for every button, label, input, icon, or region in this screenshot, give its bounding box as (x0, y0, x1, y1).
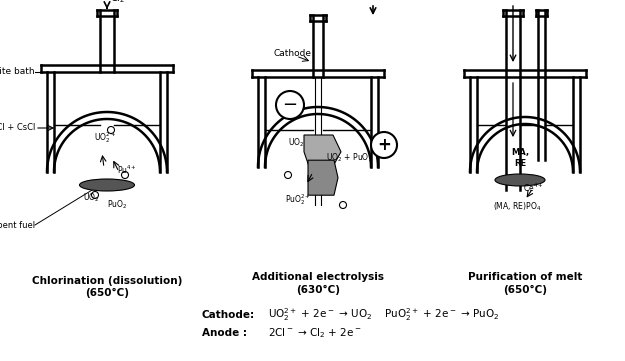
Text: Purification of melt: Purification of melt (468, 272, 582, 282)
Text: (MA, RE)PO$_4$: (MA, RE)PO$_4$ (492, 201, 541, 213)
Text: Cl$_2$: Cl$_2$ (110, 0, 125, 5)
Text: Na$_3$PO$_4$: Na$_3$PO$_4$ (515, 0, 552, 3)
Text: Chlorination (dissolution): Chlorination (dissolution) (32, 276, 182, 286)
Text: Cl$_2$ + O$_2$ + N$_2$: Cl$_2$ + O$_2$ + N$_2$ (339, 0, 407, 3)
Text: (630°C): (630°C) (296, 285, 340, 295)
Text: +: + (377, 136, 391, 154)
Text: RE: RE (514, 158, 526, 168)
Text: UO$_2^{2+}$: UO$_2^{2+}$ (94, 131, 116, 145)
Text: Cathode:: Cathode: (202, 310, 255, 320)
Text: Pu$^{4+}$: Pu$^{4+}$ (117, 164, 137, 176)
Text: Cathode: Cathode (274, 48, 312, 57)
Ellipse shape (79, 179, 134, 191)
Circle shape (276, 91, 304, 119)
Polygon shape (308, 160, 338, 195)
Ellipse shape (495, 174, 545, 186)
Text: Ce$^{4+}$: Ce$^{4+}$ (522, 182, 543, 194)
Text: Anode :: Anode : (202, 328, 247, 338)
Text: UO$_2$ + PuO$_2$: UO$_2$ + PuO$_2$ (326, 152, 373, 164)
Text: (650°C): (650°C) (503, 285, 547, 295)
Text: MA,: MA, (511, 148, 529, 157)
Text: UO$_2^{2+}$ + 2e$^-$ → UO$_2$    PuO$_2^{2+}$ + 2e$^-$ → PuO$_2$: UO$_2^{2+}$ + 2e$^-$ → UO$_2$ PuO$_2^{2+… (268, 306, 499, 323)
Text: PuO$_2$: PuO$_2$ (107, 199, 128, 211)
Polygon shape (304, 135, 341, 166)
Text: Additional electrolysis: Additional electrolysis (252, 272, 384, 282)
Text: (650°C): (650°C) (85, 288, 129, 298)
Text: 2Cl$^-$ → Cl$_2$ + 2e$^-$: 2Cl$^-$ → Cl$_2$ + 2e$^-$ (268, 326, 362, 340)
Text: Pyrographite bath: Pyrographite bath (0, 68, 35, 77)
Text: PuO$_2^{2+}$: PuO$_2^{2+}$ (285, 192, 311, 208)
Text: NaCl + CsCl: NaCl + CsCl (0, 123, 35, 132)
Text: Spent fuel: Spent fuel (0, 221, 35, 230)
Text: UO$_2$: UO$_2$ (82, 192, 99, 204)
Text: UO$_2$: UO$_2$ (288, 137, 304, 149)
Circle shape (371, 132, 397, 158)
Text: −: − (282, 96, 298, 114)
